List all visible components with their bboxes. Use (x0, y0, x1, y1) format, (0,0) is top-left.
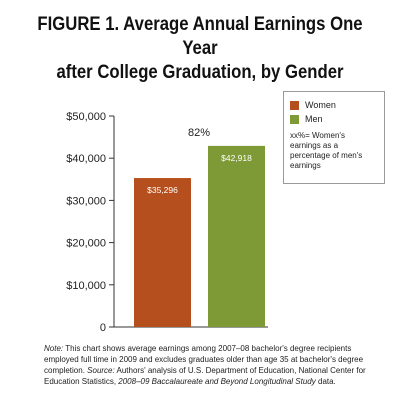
legend-swatch-women (290, 100, 299, 110)
footnote-note-text: This chart shows average earnings among … (44, 344, 364, 375)
chart-title: FIGURE 1. Average Annual Earnings One Ye… (24, 13, 376, 85)
bar-value-label: $42,918 (221, 153, 252, 163)
y-tick-label: $40,000 (66, 153, 106, 165)
footnote-source-title: 2008–09 Baccalaureate and Beyond Longitu… (118, 377, 316, 386)
legend-label-men: Men (305, 114, 323, 124)
y-tick-label: $50,000 (66, 111, 106, 123)
footnote-note-label: Note: (44, 344, 64, 353)
legend: Women Men xx%= Women's earnings as a per… (283, 91, 385, 184)
bar-women (134, 178, 191, 327)
legend-swatch-men (290, 114, 299, 124)
footnote: Note: This chart shows average earnings … (44, 343, 374, 387)
bar-men (208, 145, 265, 327)
y-tick-label: 0 (100, 322, 106, 334)
bar-value-label: $35,296 (147, 185, 178, 195)
ratio-annotation: 82% (188, 127, 210, 139)
y-tick-label: $30,000 (66, 195, 106, 207)
legend-label-women: Women (305, 100, 336, 110)
footnote-source-end: data. (315, 377, 336, 386)
footnote-source-text: Authors' analysis of U.S. Department of … (44, 366, 366, 386)
chart-title-line-1: FIGURE 1. Average Annual Earnings One Ye… (37, 14, 363, 59)
y-tick-label: $10,000 (66, 280, 106, 292)
footnote-source-label: Source: (87, 366, 115, 375)
y-tick-label: $20,000 (66, 238, 106, 250)
legend-item-women: Women (290, 100, 336, 110)
legend-item-men: Men (290, 114, 323, 124)
chart-title-line-2: after College Graduation, by Gender (56, 62, 344, 83)
legend-note: xx%= Women's earnings as a percentage of… (290, 131, 363, 170)
